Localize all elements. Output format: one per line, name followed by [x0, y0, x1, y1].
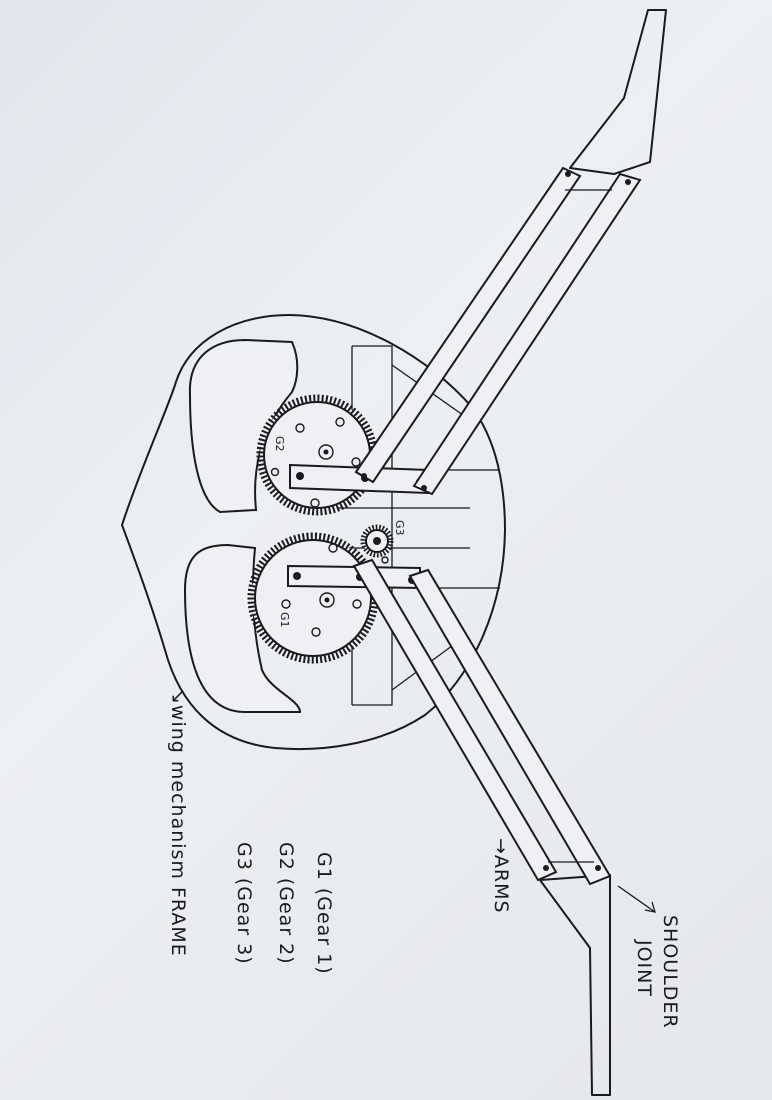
- gear-g3: [360, 524, 394, 564]
- gear-g2: [256, 394, 378, 516]
- shoulder-label-line2: JOINT: [633, 939, 655, 997]
- legend-g1: G1 (Gear 1): [313, 852, 335, 975]
- gear3-tag: G3: [393, 520, 406, 536]
- mechanism-frame: [121, 314, 506, 751]
- legend-g3: G3 (Gear 3): [233, 842, 255, 965]
- lower-shoulder-bar: [539, 874, 611, 1096]
- gear-g1: [247, 532, 379, 664]
- upper-shoulder-bar: [569, 9, 667, 175]
- gear2-tag: G2: [273, 436, 286, 452]
- upper-arms: [354, 166, 642, 496]
- legend-g2: G2 (Gear 2): [275, 842, 297, 965]
- lower-arms: [352, 558, 612, 886]
- pointer-arrows: [617, 885, 656, 913]
- frame-label: ↘wing mechanism FRAME: [167, 688, 189, 957]
- shoulder-label-line1: SHOULDER: [659, 915, 681, 1029]
- arms-label: →ARMS: [490, 838, 512, 914]
- gear1-tag: G1: [278, 612, 291, 628]
